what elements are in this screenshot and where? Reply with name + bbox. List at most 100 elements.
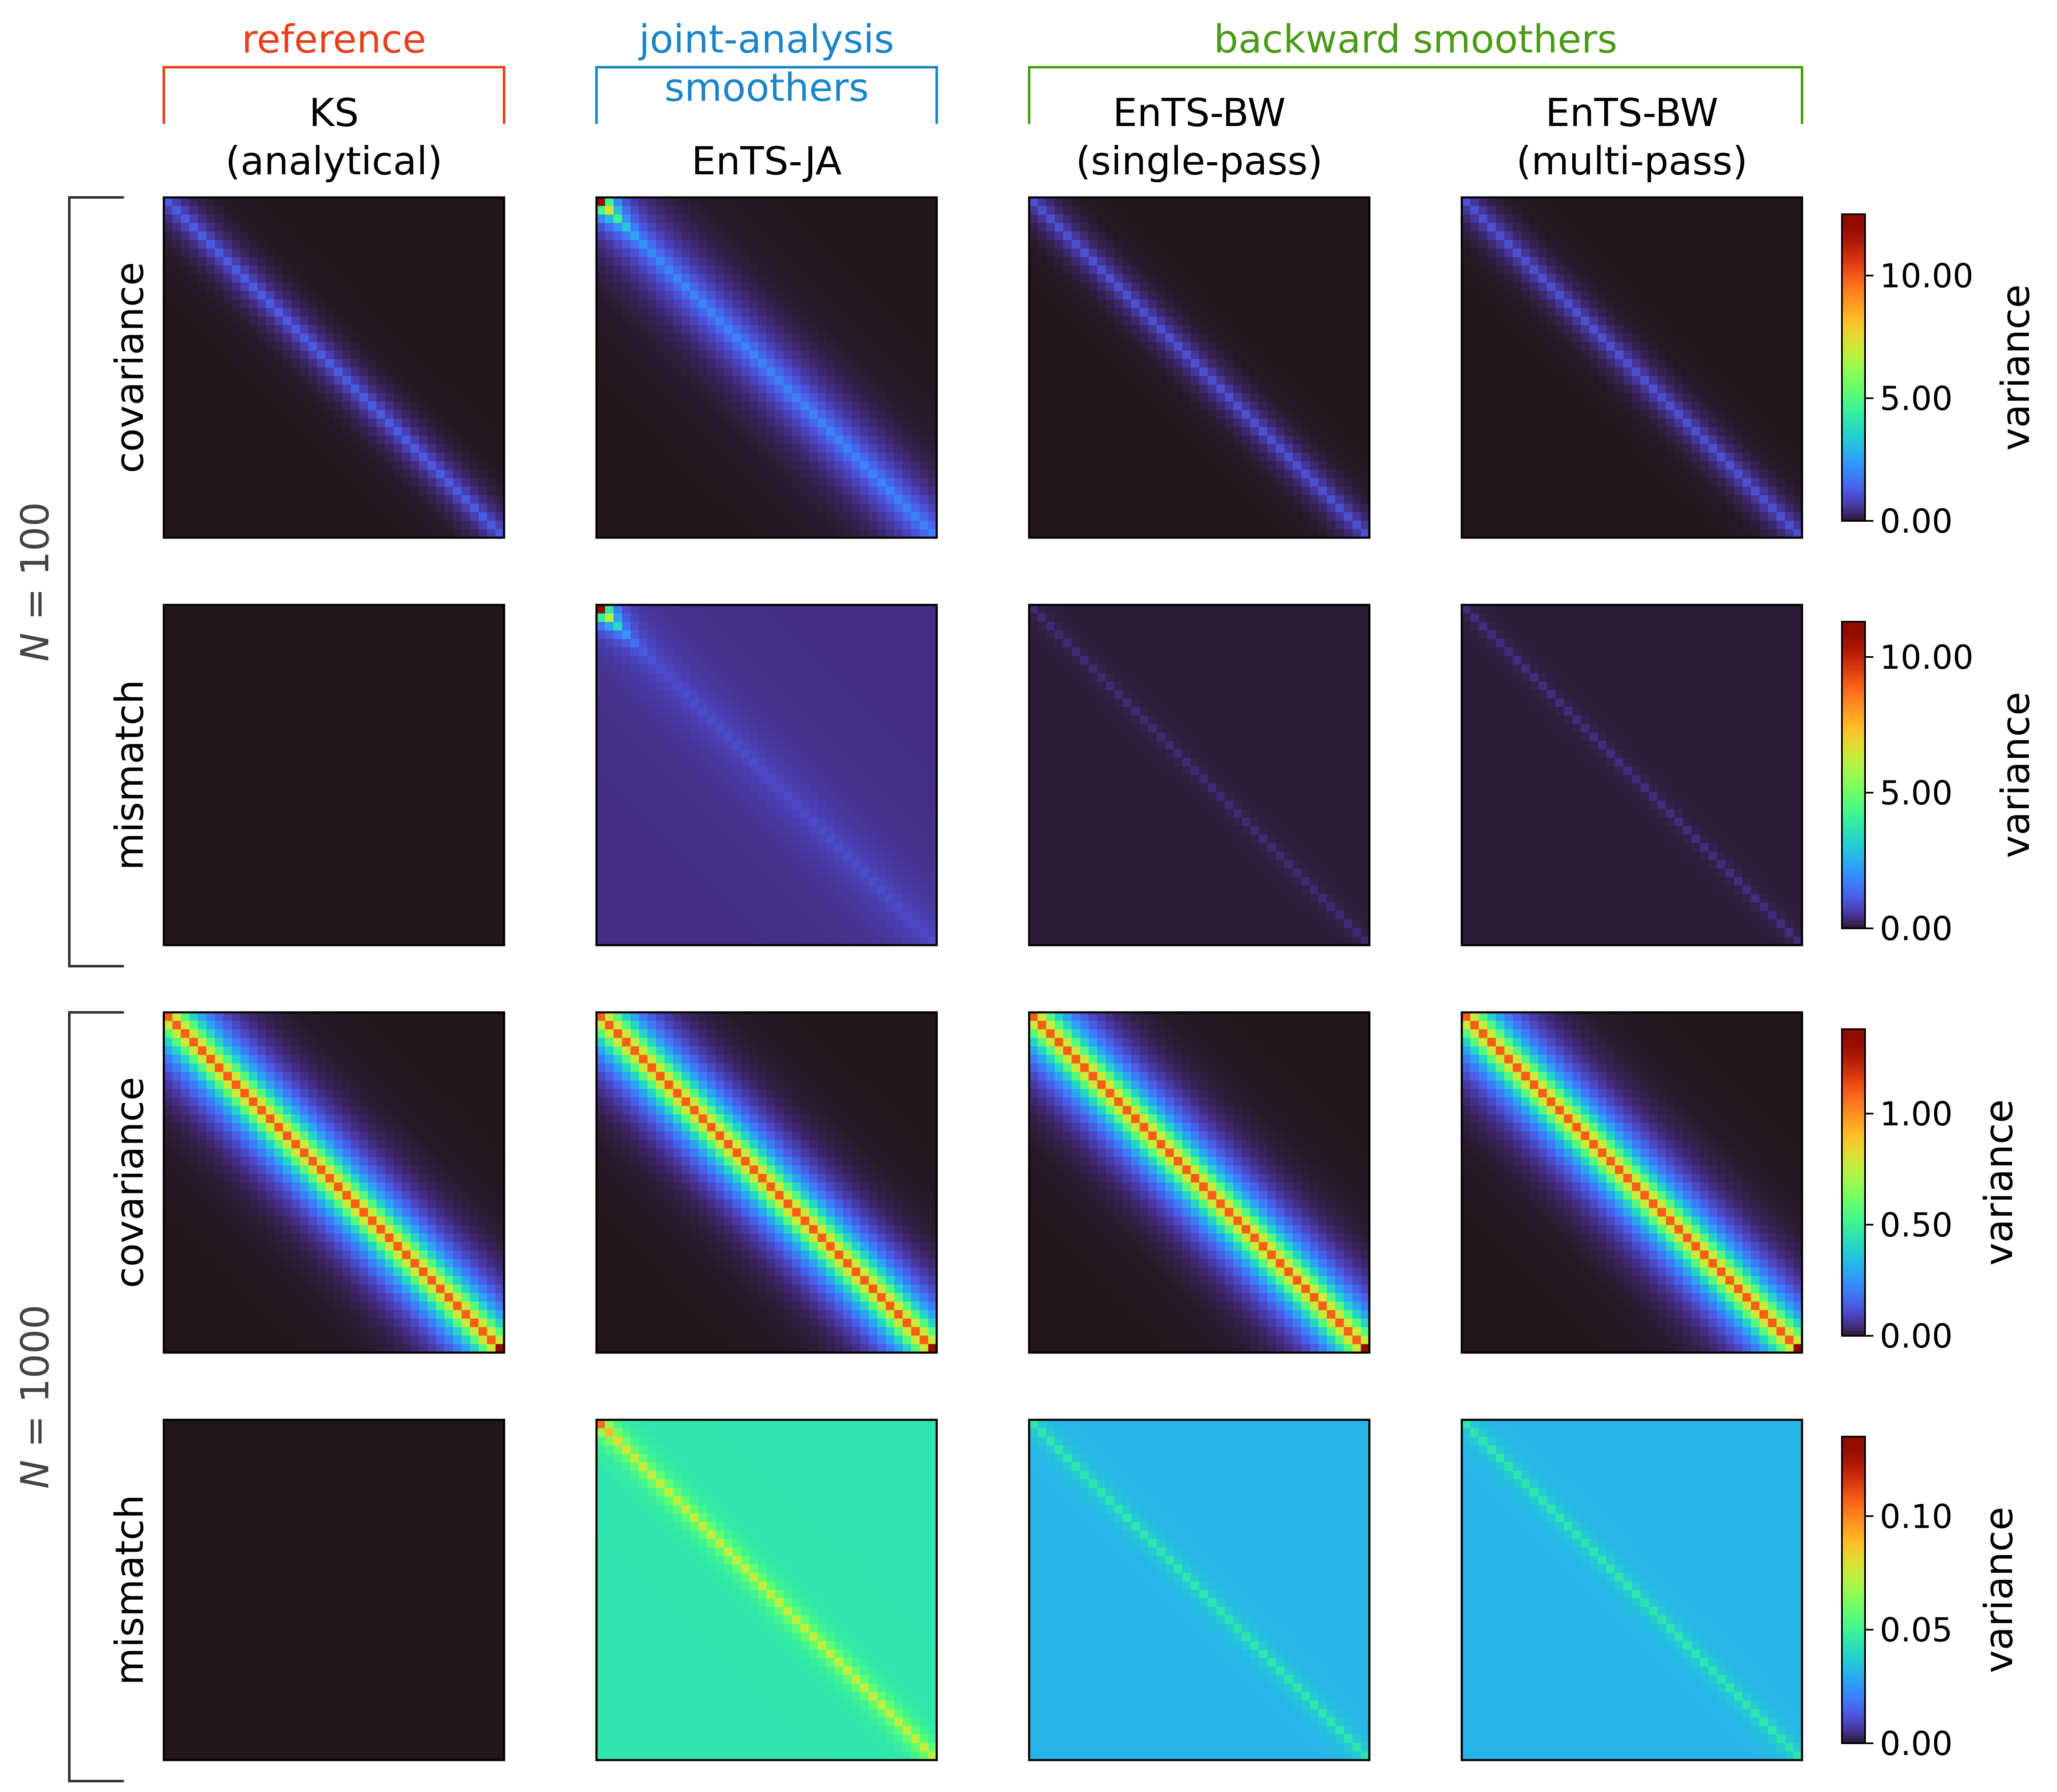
heatmap-cell bbox=[707, 393, 716, 402]
heatmap-cell bbox=[470, 453, 479, 462]
heatmap-cell bbox=[622, 342, 631, 351]
heatmap-cell bbox=[453, 300, 462, 308]
heatmap-cell bbox=[249, 393, 258, 402]
heatmap-cell bbox=[733, 368, 741, 376]
heatmap-cell bbox=[326, 215, 334, 223]
heatmap-cell bbox=[792, 359, 801, 368]
heatmap-cell bbox=[750, 419, 759, 428]
heatmap-cell bbox=[334, 419, 343, 428]
heatmap-cell bbox=[402, 470, 411, 478]
heatmap-cell bbox=[733, 317, 741, 326]
heatmap-cell bbox=[639, 368, 648, 376]
heatmap-cell bbox=[198, 215, 207, 223]
heatmap-cell bbox=[487, 291, 496, 300]
heatmap-cell bbox=[843, 342, 852, 351]
heatmap-cell bbox=[614, 257, 623, 266]
heatmap-cell bbox=[928, 402, 937, 410]
heatmap-cell bbox=[232, 334, 241, 342]
heatmap-cell bbox=[376, 325, 385, 334]
heatmap-cell bbox=[394, 300, 402, 308]
heatmap-cell bbox=[308, 478, 317, 487]
heatmap-cell bbox=[419, 291, 428, 300]
heatmap-cell bbox=[444, 223, 453, 232]
heatmap-cell bbox=[308, 300, 317, 308]
heatmap-cell bbox=[360, 393, 368, 402]
heatmap-cell bbox=[809, 206, 818, 215]
heatmap-cell bbox=[716, 197, 725, 206]
heatmap-cell bbox=[894, 393, 903, 402]
heatmap-cell bbox=[257, 512, 266, 521]
heatmap-cell bbox=[317, 325, 326, 334]
heatmap-cell bbox=[741, 283, 750, 292]
heatmap-cell bbox=[274, 308, 283, 317]
heatmap-cell bbox=[317, 444, 326, 453]
heatmap-cell bbox=[470, 342, 479, 351]
heatmap-cell bbox=[453, 419, 462, 428]
heatmap-cell bbox=[818, 291, 827, 300]
heatmap-cell bbox=[605, 385, 614, 394]
column-label-2: EnTS-BW bbox=[1113, 90, 1286, 135]
heatmap-cell bbox=[920, 197, 929, 206]
heatmap-cell bbox=[877, 393, 886, 402]
heatmap-cell bbox=[852, 334, 861, 342]
heatmap-cell bbox=[656, 291, 665, 300]
heatmap-cell bbox=[402, 419, 411, 428]
heatmap-cell bbox=[835, 334, 843, 342]
heatmap-cell bbox=[852, 223, 861, 232]
heatmap-cell bbox=[172, 223, 181, 232]
heatmap-cell bbox=[622, 419, 631, 428]
heatmap-cell bbox=[920, 249, 929, 258]
heatmap-cell bbox=[360, 240, 368, 249]
heatmap-cell bbox=[300, 436, 309, 444]
heatmap-cell bbox=[775, 410, 784, 419]
heatmap-cell bbox=[164, 529, 173, 538]
heatmap-cell bbox=[257, 504, 266, 512]
heatmap-cell bbox=[852, 215, 861, 223]
heatmap-cell bbox=[877, 317, 886, 326]
heatmap-cell bbox=[198, 283, 207, 292]
heatmap-cell bbox=[496, 223, 504, 232]
heatmap-cell bbox=[784, 325, 793, 334]
heatmap-cell bbox=[326, 317, 334, 326]
heatmap-cell bbox=[869, 393, 877, 402]
heatmap-cell bbox=[673, 317, 682, 326]
heatmap-cell bbox=[326, 249, 334, 258]
heatmap-cell bbox=[419, 410, 428, 419]
heatmap-cell bbox=[249, 359, 258, 368]
heatmap-cell bbox=[444, 478, 453, 487]
heatmap-cell bbox=[682, 240, 691, 249]
heatmap-cell bbox=[300, 308, 309, 317]
heatmap-cell bbox=[308, 206, 317, 215]
heatmap-cell bbox=[920, 410, 929, 419]
heatmap-cell bbox=[809, 223, 818, 232]
heatmap-cell bbox=[894, 249, 903, 258]
heatmap-cell bbox=[920, 359, 929, 368]
heatmap-cell bbox=[402, 410, 411, 419]
heatmap-cell bbox=[428, 487, 436, 496]
heatmap-cell bbox=[240, 265, 249, 274]
heatmap-cell bbox=[656, 257, 665, 266]
heatmap-cell bbox=[402, 521, 411, 530]
heatmap-cell bbox=[317, 334, 326, 342]
heatmap-cell bbox=[402, 495, 411, 504]
heatmap-cell bbox=[809, 265, 818, 274]
heatmap-cell bbox=[394, 351, 402, 360]
heatmap-cell bbox=[792, 385, 801, 394]
heatmap-cell bbox=[614, 283, 623, 292]
heatmap-cell bbox=[223, 453, 232, 462]
heatmap-cell bbox=[614, 376, 623, 385]
heatmap-cell bbox=[453, 325, 462, 334]
heatmap-cell bbox=[835, 300, 843, 308]
heatmap-cell bbox=[682, 368, 691, 376]
heatmap-cell bbox=[903, 351, 912, 360]
heatmap-cell bbox=[690, 317, 699, 326]
heatmap-cell bbox=[402, 487, 411, 496]
heatmap-cell bbox=[317, 529, 326, 538]
heatmap-cell bbox=[860, 317, 869, 326]
heatmap-cell bbox=[903, 419, 912, 428]
heatmap-cell bbox=[733, 291, 741, 300]
heatmap-cell bbox=[181, 249, 190, 258]
heatmap-cell bbox=[342, 461, 351, 470]
heatmap-cell bbox=[733, 419, 741, 428]
heatmap-cell bbox=[326, 444, 334, 453]
